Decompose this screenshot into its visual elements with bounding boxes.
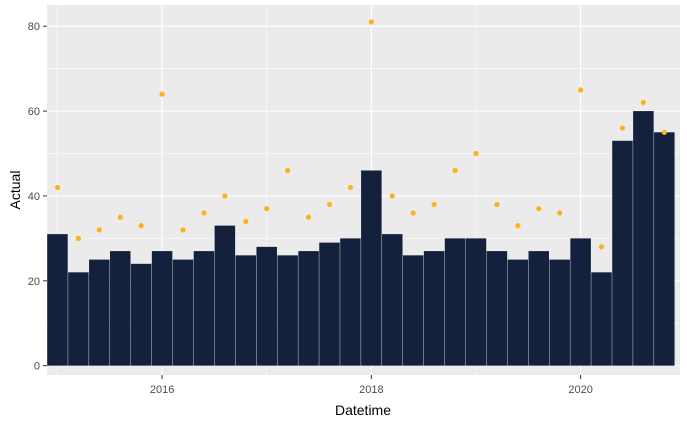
bar — [151, 251, 173, 366]
scatter-point — [536, 206, 542, 212]
axis-layer: 0 20 40 60 80 2016 2018 2020 — [28, 21, 593, 396]
scatter-point — [473, 150, 479, 157]
bar — [298, 251, 319, 366]
y-tick-label: 40 — [28, 191, 40, 203]
scatter-point — [347, 184, 354, 191]
scatter-point — [75, 235, 81, 241]
scatter-point — [640, 99, 646, 106]
scatter-point — [96, 227, 102, 233]
bar — [47, 234, 68, 366]
scatter-point — [661, 129, 667, 135]
scatter-point — [264, 206, 270, 212]
bar — [507, 259, 529, 366]
y-tick-label: 60 — [28, 106, 40, 118]
y-tick-label: 80 — [28, 21, 40, 33]
bar — [654, 132, 675, 366]
bar — [277, 255, 298, 366]
bar — [214, 225, 236, 366]
y-tick-label: 0 — [34, 361, 40, 373]
y-tick-label: 20 — [28, 276, 40, 288]
x-tick-label: 2018 — [359, 384, 383, 396]
x-tick-label: 2020 — [568, 384, 592, 396]
bar — [465, 238, 487, 366]
bar — [402, 255, 424, 366]
bar — [319, 242, 340, 366]
scatter-point — [180, 227, 186, 233]
bar — [130, 263, 152, 366]
scatter-point — [389, 193, 395, 199]
bar — [256, 246, 277, 366]
bar — [423, 251, 445, 366]
bar — [68, 272, 89, 366]
scatter-point — [452, 167, 458, 174]
bar — [89, 259, 110, 366]
scatter-point — [243, 218, 249, 224]
bar — [528, 251, 550, 366]
scatter-point — [159, 91, 165, 97]
bar — [570, 238, 591, 366]
scatter-point — [494, 201, 500, 208]
scatter-point — [117, 214, 123, 220]
bar — [361, 170, 382, 366]
scatter-point — [201, 210, 207, 216]
bar — [591, 272, 612, 366]
scatter-point — [410, 210, 416, 216]
scatter-point — [368, 19, 374, 25]
scatter-point — [285, 167, 291, 174]
bar — [444, 238, 466, 366]
bar — [193, 251, 215, 366]
scatter-point — [326, 201, 333, 208]
bar — [109, 251, 131, 366]
bar — [382, 234, 403, 366]
scatter-point — [578, 87, 584, 93]
x-axis-title: Datetime — [335, 402, 391, 418]
scatter-point — [431, 201, 437, 208]
scatter-point — [222, 193, 228, 199]
y-axis-title: Actual — [7, 171, 23, 210]
scatter-point — [305, 214, 312, 220]
bar — [633, 111, 654, 366]
scatter-point — [54, 184, 61, 191]
scatter-point — [619, 125, 626, 131]
bar — [172, 259, 194, 366]
bar-layer — [47, 111, 675, 366]
scatter-point — [515, 223, 521, 229]
bar — [340, 238, 361, 366]
point-layer — [54, 19, 667, 250]
scatter-point — [598, 244, 605, 250]
bar — [549, 259, 570, 366]
x-tick-label: 2016 — [150, 384, 174, 396]
bar — [486, 251, 508, 366]
scatter-point — [138, 223, 144, 229]
scatter-point — [557, 210, 563, 216]
bar — [235, 255, 257, 366]
bar — [612, 140, 633, 366]
